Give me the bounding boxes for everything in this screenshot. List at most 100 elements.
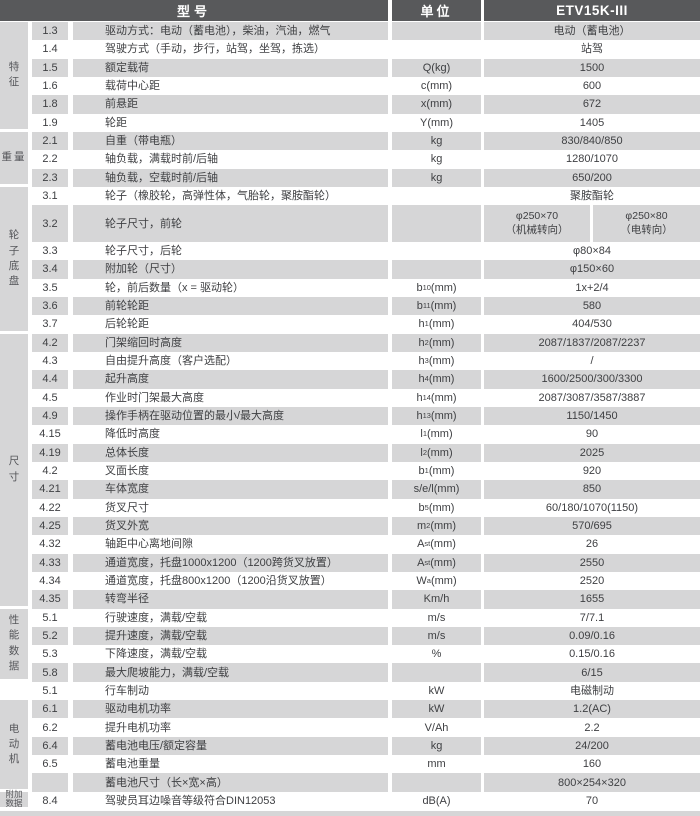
row-description: 门架缩回时高度 <box>73 333 388 352</box>
row-number: 8.4 <box>42 794 58 807</box>
table-row: 4.9 操作手柄在驱动位置的最小/最大高度 h 13 (mm) 1150/1450 <box>32 406 700 426</box>
row-unit: kW <box>392 700 481 719</box>
row-value: 60/180/1070(1150) <box>545 501 639 514</box>
row-number: 4.2 <box>42 464 58 477</box>
table-row: 2.2 轴负载，满载时前/后轴 kg 1280/1070 <box>32 150 700 168</box>
row-unit: h 1 (mm) <box>418 318 455 331</box>
row-description: 轮子尺寸，前轮 <box>73 205 388 242</box>
row-value: 600 <box>582 80 602 93</box>
row-number: 5.1 <box>42 611 58 624</box>
row-description: 行驶速度，满载/空载 <box>105 611 208 624</box>
row-description: 作业时门架最大高度 <box>105 391 204 404</box>
row-number: 4.9 <box>32 406 68 426</box>
row-description: 货叉尺寸 <box>105 501 149 514</box>
row-value: 电磁制动 <box>570 684 614 697</box>
row-value: 920 <box>582 464 602 477</box>
row-value: 0.09/0.16 <box>484 626 700 646</box>
table-row: 4.2 门架缩回时高度 h 2 (mm) 2087/1837/2087/2237 <box>32 333 700 352</box>
row-unit: x(mm) <box>392 95 481 114</box>
row-description: 车体宽度 <box>73 480 388 499</box>
row-number: 4.21 <box>32 480 68 499</box>
table-row: 4.22 货叉尺寸 b 5 (mm) 60/180/1070(1150) <box>32 499 700 517</box>
row-number: 3.6 <box>32 296 68 316</box>
row-unit: h 14 (mm) <box>416 391 457 404</box>
row-value: 2.2 <box>584 721 600 734</box>
row-value: 2520 <box>579 574 605 587</box>
row-value: 1150/1450 <box>484 406 700 426</box>
row-value: 404/530 <box>572 318 612 331</box>
table-row: 5.3 下降速度，满载/空载% 0.15/0.16 <box>32 645 700 663</box>
row-value: 580 <box>484 296 700 316</box>
row-number: 3.2 <box>32 205 68 242</box>
table-row: 4.21 车体宽度 s/e/l(mm) 850 <box>32 480 700 499</box>
header-model-label: 型号 <box>0 0 388 21</box>
row-value: 1500 <box>484 58 700 77</box>
row-description: 行车制动 <box>105 684 149 697</box>
row-unit <box>392 242 481 260</box>
row-description: 额定载荷 <box>73 58 388 77</box>
row-unit: m/s <box>427 611 446 624</box>
row-value: 2087/1837/2087/2237 <box>484 333 700 352</box>
table-row: 3.3 轮子尺寸，后轮 φ80×84 <box>32 242 700 260</box>
row-unit: kg <box>430 153 443 166</box>
row-value: 24/200 <box>484 736 700 756</box>
row-unit: Y(mm) <box>420 116 453 129</box>
table-row: 4.2 叉面长度 b 1 (mm) 920 <box>32 462 700 480</box>
category-label: 性能数据 <box>0 608 28 679</box>
row-description: 操作手柄在驱动位置的最小/最大高度 <box>73 406 388 426</box>
row-description: 载荷中心距 <box>105 80 160 93</box>
row-value: 90 <box>585 428 599 441</box>
row-value: 1655 <box>484 590 700 609</box>
row-number: 4.34 <box>39 574 61 587</box>
row-description: 驱动电机功率 <box>73 700 388 719</box>
table-row: 1.9 轮距 Y(mm) 1405 <box>32 114 700 132</box>
row-number: 4.19 <box>32 443 68 462</box>
row-unit: kg <box>392 168 481 187</box>
table-row: 6.2 提升电机功率 V/Ah 2.2 <box>32 718 700 736</box>
row-number: 5.8 <box>32 663 68 682</box>
row-value: 830/840/850 <box>484 131 700 151</box>
row-number: 3.7 <box>42 318 58 331</box>
row-unit: s/e/l(mm) <box>392 480 481 499</box>
row-value: 1405 <box>579 116 605 129</box>
category-label: 电动机 <box>0 700 28 789</box>
row-value: 电动（蓄电池） <box>484 22 700 41</box>
row-unit <box>392 260 481 279</box>
row-value: 1x+2/4 <box>575 281 609 294</box>
row-number: 3.3 <box>42 245 58 258</box>
table-row: 蓄电池尺寸（长×宽×高） 800×254×320 <box>32 773 700 792</box>
row-value: 2025 <box>484 443 700 462</box>
row-value: 2550 <box>484 553 700 572</box>
row-number <box>32 773 68 792</box>
table-row: 4.35 转弯半径 Km/h 1655 <box>32 590 700 609</box>
row-value: 1280/1070 <box>566 153 618 166</box>
row-unit: b 11 (mm) <box>392 296 481 316</box>
row-value: 聚胺酯轮 <box>570 190 614 203</box>
row-number: 1.6 <box>42 80 58 93</box>
table-row: 5.8 最大爬坡能力，满载/空载 6/15 <box>32 663 700 682</box>
table-row: 1.4 驾驶方式（手动，步行，站驾，坐驾，拣选） 站驾 <box>32 40 700 58</box>
row-number: 6.5 <box>42 758 58 771</box>
row-unit: % <box>431 648 442 661</box>
row-number: 4.4 <box>32 370 68 389</box>
table-row: 3.7 后轮轮距 h 1 (mm) 404/530 <box>32 315 700 333</box>
category-label: 尺寸 <box>0 333 28 606</box>
row-description: 自由提升高度（客户选配） <box>105 355 237 368</box>
row-unit: b 1 (mm) <box>418 464 455 477</box>
table-row: 1.5 额定载荷 Q(kg) 1500 <box>32 58 700 77</box>
row-unit: h 3 (mm) <box>418 355 455 368</box>
table-row: 1.6 载荷中心距 c(mm) 600 <box>32 77 700 95</box>
row-unit: Km/h <box>392 590 481 609</box>
table-row: 4.25 货叉外宽 m 2 (mm) 570/695 <box>32 516 700 536</box>
table-row: 8.4 驾驶员耳边噪音等级符合DIN12053 dB(A) 70 <box>32 792 700 810</box>
row-value: / <box>590 355 594 368</box>
row-unit: l 1 (mm) <box>420 428 453 441</box>
table-row: 2.3 轴负载，空载时前/后轴 kg 650/200 <box>32 168 700 187</box>
row-description: 轴负载，满载时前/后轴 <box>105 153 219 166</box>
table-row: 4.4 起升高度 h 4 (mm) 1600/2500/300/3300 <box>32 370 700 389</box>
row-unit: kW <box>428 684 445 697</box>
table-row: 3.2 轮子尺寸，前轮 φ250×70 （机械转向） φ250×80 （电转向） <box>32 205 700 242</box>
